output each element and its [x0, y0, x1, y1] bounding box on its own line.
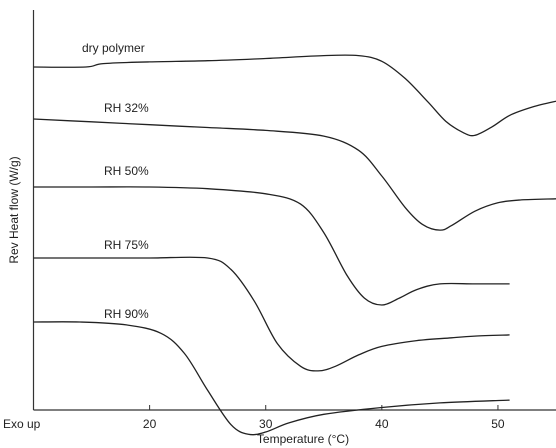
x-tick-label: 50	[491, 417, 505, 431]
x-tick-label: 20	[143, 417, 157, 431]
x-axis-title: Temperature (°C)	[257, 432, 349, 446]
y-axis-title: Rev Heat flow (W/g)	[7, 156, 21, 263]
series-curve-0	[33, 54, 556, 137]
series-label-4: RH 90%	[104, 307, 149, 321]
series-label-1: RH 32%	[104, 101, 149, 115]
series-label-3: RH 75%	[104, 238, 149, 252]
series-label-2: RH 50%	[104, 164, 149, 178]
x-tick-label: 30	[259, 417, 273, 431]
x-tick-label: 40	[375, 417, 389, 431]
series-labels-layer: dry polymer RH 32% RH 50% RH 75% RH 90%	[82, 41, 149, 321]
series-curve-3	[33, 256, 510, 372]
series-curve-4	[33, 321, 510, 436]
series-curve-1	[33, 118, 556, 231]
curves-layer	[33, 54, 556, 436]
series-label-0: dry polymer	[82, 41, 145, 55]
exo-up-label: Exo up	[3, 417, 41, 431]
x-axis-ticks: 20 30 40 50	[143, 405, 505, 431]
series-curve-2	[33, 186, 510, 306]
